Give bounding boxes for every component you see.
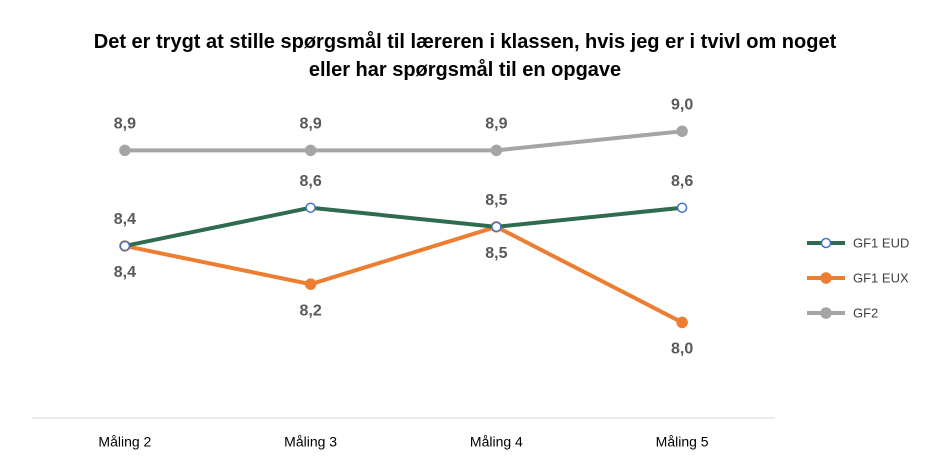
- legend-label: GF1 EUX: [853, 270, 909, 285]
- chart-title: Det er trygt at stille spørgsmål til lær…: [93, 31, 837, 81]
- legend-label: GF2: [853, 305, 878, 320]
- point: [490, 144, 503, 157]
- data-label: 8,9: [485, 116, 507, 133]
- point: [491, 221, 502, 233]
- data-label: 8,6: [300, 173, 322, 190]
- data-label: 8,5: [485, 245, 507, 262]
- x-tick-label: Måling 5: [656, 434, 709, 450]
- data-label: 9,0: [671, 96, 693, 113]
- data-label: 8,5: [485, 192, 507, 209]
- point: [119, 240, 131, 252]
- series-line: [124, 129, 683, 153]
- legend-marker: [820, 272, 832, 284]
- series-line: [124, 224, 684, 325]
- point: [304, 278, 317, 290]
- legend-marker: [820, 237, 832, 249]
- legend-marker: [820, 307, 832, 319]
- point: [676, 125, 688, 137]
- data-label: 8,4: [114, 211, 136, 228]
- data-label: 8,9: [114, 116, 136, 133]
- x-tick-label: Måling 2: [98, 434, 151, 450]
- point: [305, 202, 316, 213]
- point: [676, 202, 688, 213]
- point: [119, 144, 131, 157]
- data-label: 8,4: [114, 264, 136, 281]
- point: [676, 316, 688, 329]
- data-label: 8,0: [671, 341, 693, 358]
- x-tick-label: Måling 3: [284, 434, 337, 450]
- legend-label: GF1 EUD: [853, 235, 909, 250]
- series-line: [124, 205, 683, 248]
- data-label: 8,6: [671, 173, 693, 190]
- data-label: 8,9: [300, 116, 322, 133]
- point: [304, 144, 317, 157]
- x-tick-label: Måling 4: [470, 434, 523, 450]
- data-label: 8,2: [300, 302, 322, 319]
